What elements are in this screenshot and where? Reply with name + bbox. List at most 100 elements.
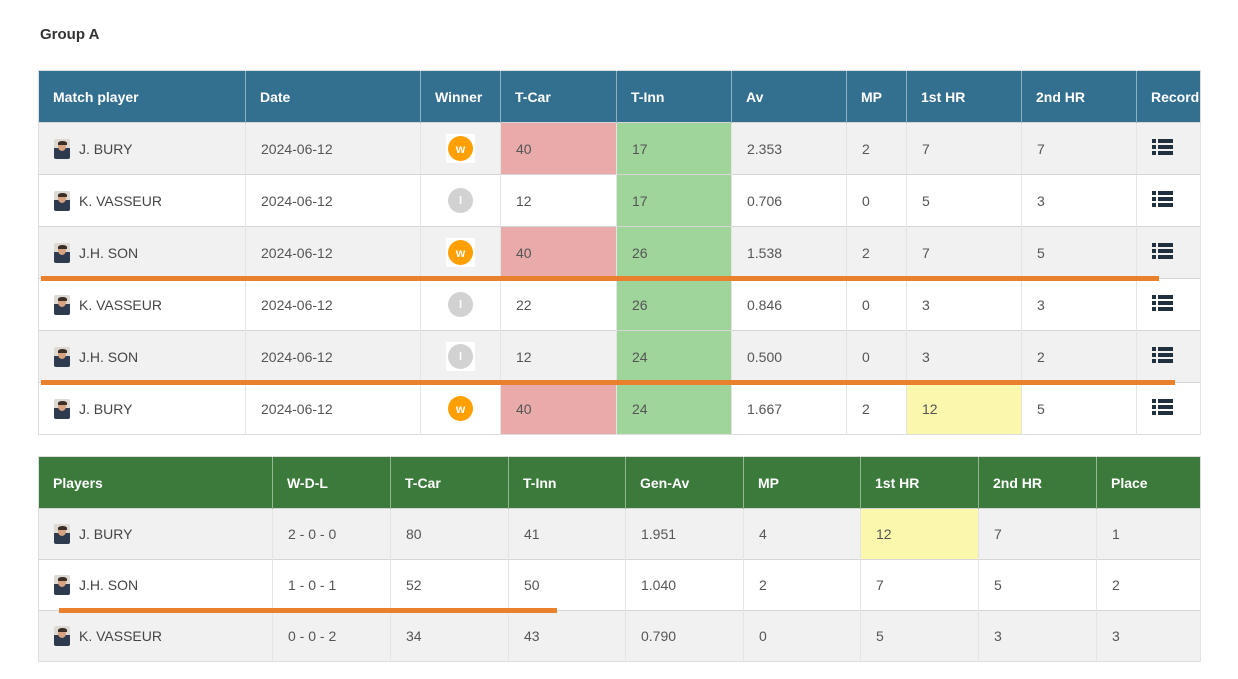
mp-value: 0 — [743, 610, 861, 662]
player-avatar — [54, 346, 70, 367]
col-2nd-hr: 2nd HR — [978, 456, 1097, 509]
page: Group A Match player Date Winner T-Car T… — [38, 26, 1201, 662]
record-list-icon — [1152, 243, 1173, 259]
standings-header-row: Players W-D-L T-Car T-Inn Gen-Av MP 1st … — [38, 456, 1201, 509]
player-name: J. BURY — [79, 400, 133, 417]
winner-badge: W — [448, 396, 473, 421]
record-list-icon — [1152, 295, 1173, 311]
col-record: Record — [1136, 70, 1201, 123]
record-button[interactable] — [1152, 399, 1173, 415]
record-list-icon — [1152, 191, 1173, 207]
t-inn-value: 26 — [616, 278, 732, 331]
mp-value: 4 — [743, 508, 861, 560]
player-avatar — [54, 294, 70, 315]
av-value: 0.500 — [731, 330, 847, 383]
col-gen-av: Gen-Av — [625, 456, 744, 509]
group-title: Group A — [40, 26, 100, 43]
t-car-value: 80 — [390, 508, 509, 560]
loser-badge: L — [448, 188, 473, 213]
match-table-header-row: Match player Date Winner T-Car T-Inn Av … — [38, 70, 1201, 123]
table-row: J.H. SON 1 - 0 - 1 52 50 1.040 2 7 5 2 — [38, 559, 1201, 613]
hr2-value: 3 — [1021, 278, 1137, 331]
col-mp: MP — [846, 70, 907, 123]
match-date: 2024-06-12 — [245, 278, 421, 331]
loser-badge: L — [448, 292, 473, 317]
table-row: J. BURY 2024-06-12 W 40 24 1.667 2 12 5 — [38, 382, 1201, 435]
col-date: Date — [245, 70, 421, 123]
t-car-value: 12 — [500, 330, 617, 383]
hr2-value: 7 — [978, 508, 1097, 560]
player-avatar — [54, 398, 70, 419]
loser-badge: L — [448, 344, 473, 369]
record-list-icon — [1152, 139, 1173, 155]
hr1-value: 12 — [906, 382, 1022, 435]
col-place: Place — [1096, 456, 1201, 509]
mp-value: 0 — [846, 330, 907, 383]
record-button[interactable] — [1152, 347, 1173, 363]
player-name: J.H. SON — [79, 244, 139, 261]
t-car-value: 40 — [500, 382, 617, 435]
mp-value: 2 — [743, 559, 861, 611]
gen-av-value: 0.790 — [625, 610, 744, 662]
highlight-underline — [41, 380, 1175, 385]
col-players: Players — [38, 456, 273, 509]
mp-value: 2 — [846, 382, 907, 435]
hr2-value: 5 — [1021, 382, 1137, 435]
player-name: K. VASSEUR — [79, 628, 162, 644]
t-car-value: 40 — [500, 122, 617, 175]
place-value: 2 — [1096, 559, 1201, 611]
player-avatar — [54, 242, 70, 263]
player-name: K. VASSEUR — [79, 296, 162, 313]
place-value: 1 — [1096, 508, 1201, 560]
av-value: 1.667 — [731, 382, 847, 435]
record-button[interactable] — [1152, 295, 1173, 311]
hr2-value: 2 — [1021, 330, 1137, 383]
t-inn-value: 26 — [616, 226, 732, 279]
player-avatar — [54, 575, 70, 595]
t-inn-value: 24 — [616, 382, 732, 435]
player-avatar — [54, 524, 70, 544]
t-car-value: 40 — [500, 226, 617, 279]
t-car-value: 34 — [390, 610, 509, 662]
av-value: 0.846 — [731, 278, 847, 331]
highlight-underline — [41, 276, 1159, 281]
col-t-car: T-Car — [500, 70, 617, 123]
table-row: J.H. SON 2024-06-12 W 40 26 1.538 2 7 5 — [38, 226, 1201, 281]
winner-badge: W — [448, 136, 473, 161]
record-list-icon — [1152, 347, 1173, 363]
place-value: 3 — [1096, 610, 1201, 662]
table-row: J. BURY 2 - 0 - 0 80 41 1.951 4 12 7 1 — [38, 508, 1201, 560]
record-button[interactable] — [1152, 139, 1173, 155]
player-name: J.H. SON — [79, 577, 139, 593]
mp-value: 0 — [846, 174, 907, 227]
t-inn-value: 41 — [508, 508, 626, 560]
av-value: 1.538 — [731, 226, 847, 279]
wdl-value: 0 - 0 - 2 — [272, 610, 391, 662]
col-t-inn: T-Inn — [508, 456, 626, 509]
mp-value: 2 — [846, 226, 907, 279]
t-inn-value: 17 — [616, 122, 732, 175]
player-avatar — [54, 138, 70, 159]
match-date: 2024-06-12 — [245, 330, 421, 383]
hr1-value: 5 — [860, 610, 979, 662]
av-value: 2.353 — [731, 122, 847, 175]
mp-value: 0 — [846, 278, 907, 331]
hr2-value: 5 — [978, 559, 1097, 611]
hr1-value: 3 — [906, 278, 1022, 331]
t-car-value: 12 — [500, 174, 617, 227]
table-row: J.H. SON 2024-06-12 L 12 24 0.500 0 3 2 — [38, 330, 1201, 385]
hr1-value: 7 — [906, 226, 1022, 279]
match-date: 2024-06-12 — [245, 174, 421, 227]
record-button[interactable] — [1152, 191, 1173, 207]
record-button[interactable] — [1152, 243, 1173, 259]
hr2-value: 7 — [1021, 122, 1137, 175]
table-row: K. VASSEUR 2024-06-12 L 12 17 0.706 0 5 … — [38, 174, 1201, 227]
t-car-value: 22 — [500, 278, 617, 331]
hr2-value: 5 — [1021, 226, 1137, 279]
hr1-value: 5 — [906, 174, 1022, 227]
match-date: 2024-06-12 — [245, 382, 421, 435]
t-inn-value: 17 — [616, 174, 732, 227]
col-2nd-hr: 2nd HR — [1021, 70, 1137, 123]
t-inn-value: 50 — [508, 559, 626, 611]
col-mp: MP — [743, 456, 861, 509]
